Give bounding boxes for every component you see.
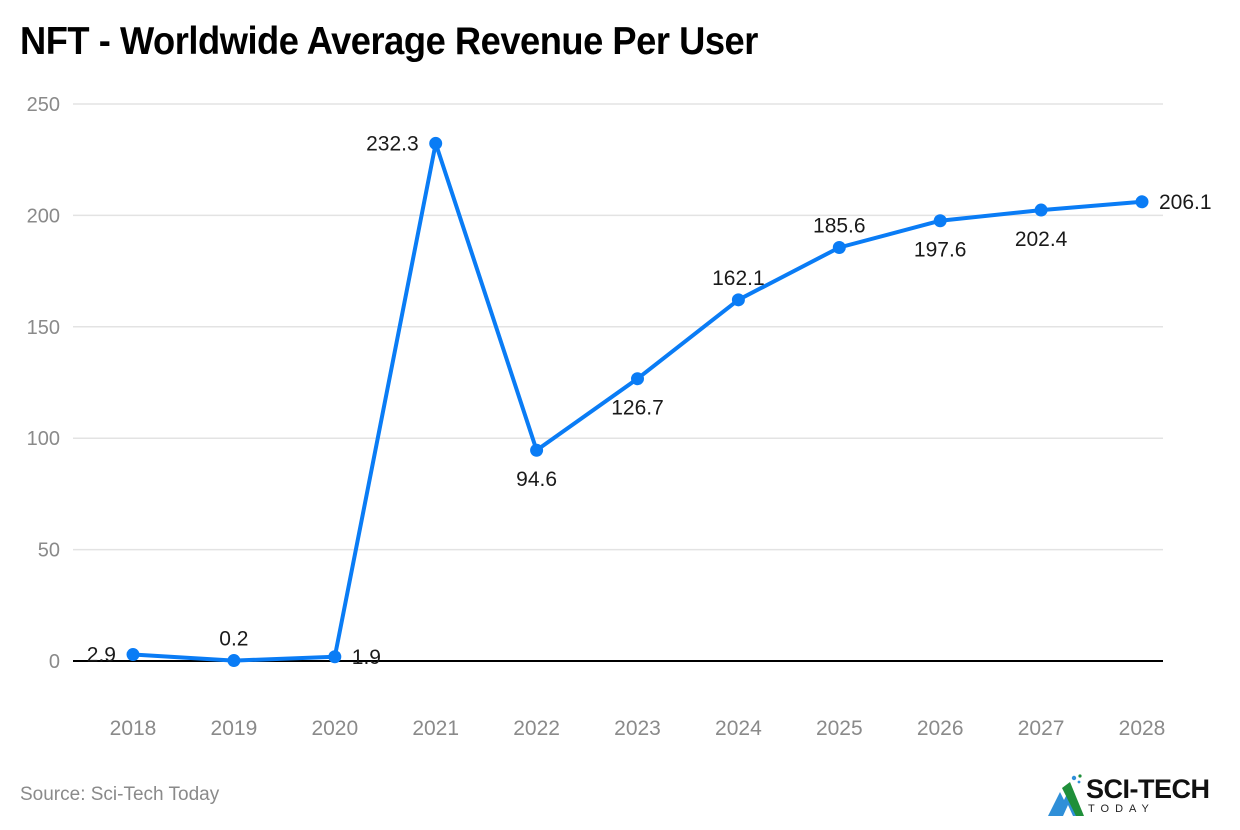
x-tick-label: 2027 — [1018, 717, 1065, 740]
data-label: 94.6 — [516, 468, 557, 491]
logo-name: SCI-TECH — [1086, 774, 1210, 804]
x-tick-label: 2019 — [211, 717, 258, 740]
data-point — [227, 654, 241, 668]
logo-mark-icon — [1048, 774, 1084, 816]
data-label: 126.7 — [611, 397, 664, 420]
x-tick-label: 2022 — [513, 717, 560, 740]
data-point — [832, 240, 846, 254]
y-tick-label: 100 — [27, 428, 60, 450]
data-points — [126, 136, 1149, 668]
logo-subtitle: TODAY — [1088, 803, 1155, 815]
chart-title: NFT - Worldwide Average Revenue Per User — [20, 20, 758, 63]
data-label: 197.6 — [914, 239, 967, 262]
data-label: 0.2 — [219, 628, 248, 651]
y-tick-label: 250 — [27, 94, 60, 116]
data-label: 162.1 — [712, 267, 765, 290]
x-tick-label: 2020 — [311, 717, 358, 740]
data-labels: 2.9 0.2 1.9 232.3 94.6 126.7 162.1 185.6 197.6 20… — [87, 132, 1212, 668]
x-tick-label: 2023 — [614, 717, 661, 740]
x-tick-label: 2026 — [917, 717, 964, 740]
data-label: 202.4 — [1015, 228, 1068, 251]
data-label: 2.9 — [87, 644, 116, 667]
data-point — [933, 214, 947, 228]
data-point — [1034, 203, 1048, 217]
x-tick-label: 2021 — [412, 717, 459, 740]
data-point — [126, 648, 140, 662]
data-point — [731, 293, 745, 307]
x-tick-label: 2018 — [110, 717, 157, 740]
gridlines — [73, 103, 1163, 551]
data-label: 1.9 — [352, 646, 381, 669]
y-tick-label: 200 — [27, 205, 60, 227]
y-tick-label: 0 — [49, 651, 60, 673]
x-tick-label: 2028 — [1119, 717, 1166, 740]
y-axis-ticks: 0 50 100 150 200 250 — [27, 94, 60, 673]
data-label: 232.3 — [366, 132, 419, 155]
data-label: 185.6 — [813, 214, 866, 237]
data-point — [429, 136, 443, 150]
data-point — [328, 650, 342, 664]
y-tick-label: 150 — [27, 317, 60, 339]
x-axis-ticks: 2018 2019 2020 2021 2022 2023 2024 2025 2026 2027… — [110, 717, 1166, 740]
data-point — [530, 443, 544, 457]
y-tick-label: 50 — [38, 540, 60, 562]
data-point — [1135, 195, 1149, 209]
data-label: 206.1 — [1159, 191, 1212, 214]
x-tick-label: 2024 — [715, 717, 762, 740]
sci-tech-today-logo: SCI-TECH TODAY — [1046, 770, 1226, 820]
data-point — [631, 372, 644, 386]
x-tick-label: 2025 — [816, 717, 863, 740]
source-note: Source: Sci-Tech Today — [20, 784, 220, 805]
